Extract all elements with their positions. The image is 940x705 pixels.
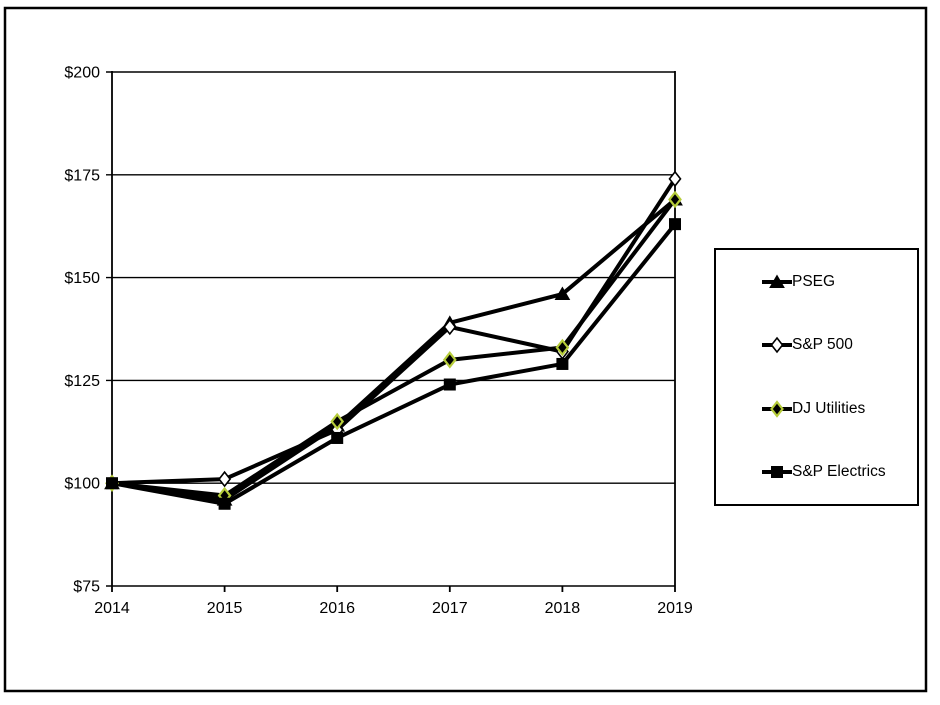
legend-square-icon bbox=[762, 466, 792, 479]
legend: PSEG S&P 500 DJ Utilities S&P Electrics bbox=[714, 248, 919, 506]
marker-dj-utilities-2018 bbox=[555, 338, 570, 357]
marker-s-p-electrics-2014 bbox=[106, 477, 118, 490]
y-tick-label: $75 bbox=[73, 579, 100, 596]
x-tick-label: 2016 bbox=[319, 600, 355, 617]
marker-s-p-electrics-2017 bbox=[443, 378, 456, 391]
marker-s-p-500-2017 bbox=[443, 318, 457, 336]
series-markers-dj-utilities bbox=[105, 190, 682, 505]
legend-triangle-icon bbox=[762, 274, 792, 288]
marker-pseg-2018 bbox=[554, 286, 571, 301]
marker-s-p-500-2015 bbox=[218, 470, 232, 488]
legend-marker-dj-utilities bbox=[770, 399, 784, 418]
x-tick-label: 2018 bbox=[545, 600, 581, 617]
y-tick-label: $125 bbox=[64, 373, 100, 390]
legend-diamond-open-icon bbox=[762, 336, 792, 354]
marker-s-p-electrics-2019 bbox=[669, 218, 681, 231]
marker-s-p-500-2019 bbox=[668, 170, 682, 188]
series-markers-s-p-electrics bbox=[106, 218, 681, 510]
y-tick-label: $200 bbox=[64, 65, 100, 82]
legend-diamond-icon bbox=[762, 399, 792, 418]
x-tick-label: 2017 bbox=[432, 600, 468, 617]
y-tick-label: $150 bbox=[64, 270, 100, 287]
legend-marker-pseg bbox=[769, 274, 785, 288]
series-line-pseg bbox=[111, 197, 677, 502]
x-tick-label: 2015 bbox=[207, 600, 243, 617]
legend-item-s-p-500: S&P 500 bbox=[762, 335, 917, 355]
legend-label-s-p-500: S&P 500 bbox=[792, 336, 853, 354]
figure-border bbox=[3, 6, 928, 693]
marker-dj-utilities-2019 bbox=[668, 190, 682, 209]
legend-item-pseg: PSEG bbox=[762, 272, 917, 292]
legend-item-dj-utilities: DJ Utilities bbox=[762, 399, 917, 419]
marker-s-p-electrics-2015 bbox=[218, 497, 231, 510]
series-line-s-p-electrics bbox=[111, 222, 677, 506]
marker-dj-utilities-2016 bbox=[330, 412, 345, 431]
legend-item-s-p-electrics: S&P Electrics bbox=[762, 462, 917, 482]
legend-label-pseg: PSEG bbox=[792, 272, 836, 290]
legend-marker-s-p-500 bbox=[770, 336, 784, 354]
y-tick-label: $100 bbox=[64, 476, 100, 493]
x-tick-label: 2014 bbox=[94, 600, 130, 617]
legend-label-s-p-electrics: S&P Electrics bbox=[792, 463, 886, 481]
marker-dj-utilities-2017 bbox=[442, 351, 457, 369]
marker-s-p-electrics-2016 bbox=[331, 431, 344, 444]
x-tick-label: 2019 bbox=[657, 600, 693, 617]
series-markers-pseg bbox=[104, 191, 683, 506]
series-line-dj-utilities bbox=[111, 198, 677, 498]
legend-label-dj-utilities: DJ Utilities bbox=[792, 399, 866, 417]
marker-s-p-electrics-2018 bbox=[556, 357, 569, 370]
y-tick-label: $175 bbox=[64, 167, 100, 184]
series-markers-s-p-500 bbox=[105, 170, 682, 492]
legend-marker-s-p-electrics bbox=[771, 466, 783, 479]
